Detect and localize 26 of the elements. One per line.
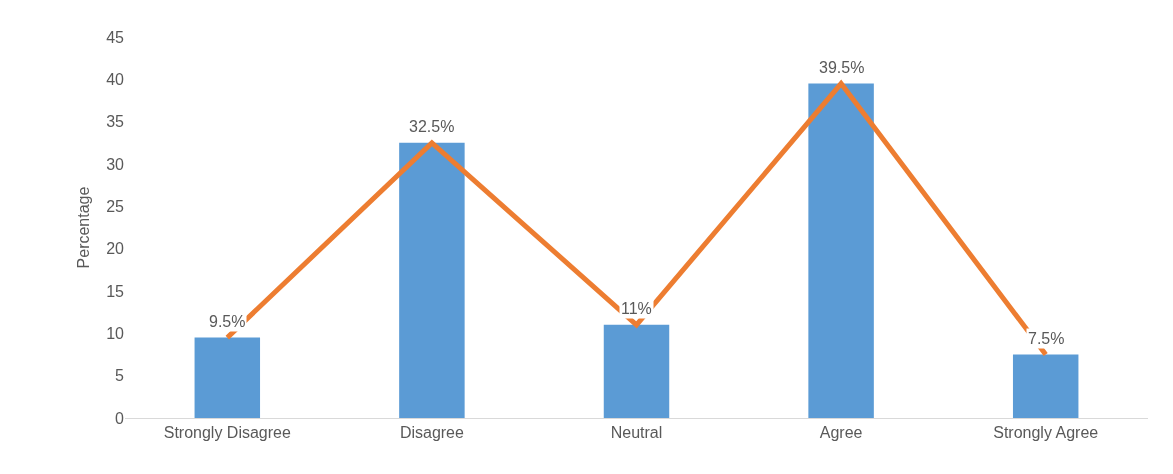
y-axis-title: Percentage [75,186,93,269]
y-tick-label: 30 [106,155,125,173]
y-tick-label: 0 [115,409,125,427]
x-tick-label: Neutral [610,424,663,442]
bar [194,337,261,418]
y-tick-label: 35 [106,113,125,131]
y-tick-label: 5 [115,367,125,385]
data-label: 32.5% [409,118,455,135]
bar [399,142,465,418]
x-tick-label: Strongly Disagree [163,424,291,442]
y-tick-label: 20 [106,240,125,258]
y-tick-label: 10 [106,324,125,342]
x-tick-label: Strongly Agree [993,424,1099,442]
y-tick-label: 45 [106,28,125,46]
bar [1012,354,1079,418]
data-label: 7.5% [1028,330,1065,347]
x-tick-label: Agree [819,424,863,442]
y-tick-label: 25 [106,197,125,215]
y-tick-label: 40 [106,70,125,88]
data-label: 9.5% [209,313,246,330]
bar [603,324,670,418]
x-tick-label: Disagree [399,424,465,442]
bar [808,83,874,418]
y-tick-label: 15 [106,282,125,300]
data-label: 11% [621,300,652,317]
data-label: 39.5% [819,59,865,76]
